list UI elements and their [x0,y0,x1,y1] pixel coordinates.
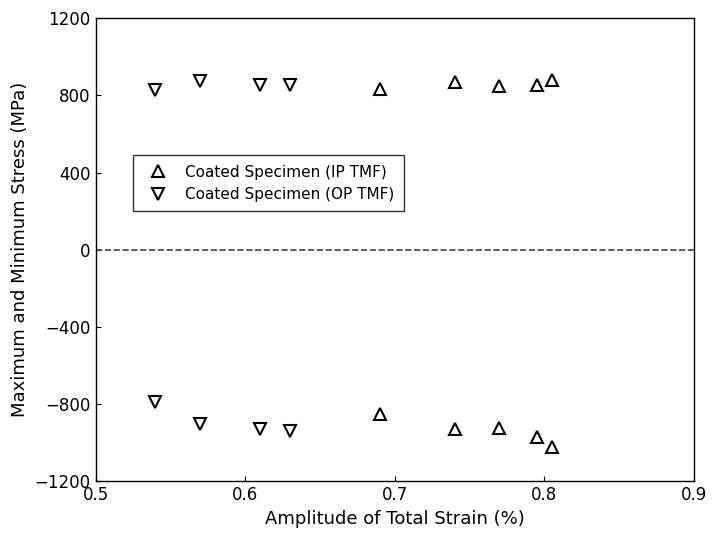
X-axis label: Amplitude of Total Strain (%): Amplitude of Total Strain (%) [265,510,525,528]
Legend: Coated Specimen (IP TMF), Coated Specimen (OP TMF): Coated Specimen (IP TMF), Coated Specime… [134,155,404,211]
Y-axis label: Maximum and Minimum Stress (MPa): Maximum and Minimum Stress (MPa) [11,82,29,417]
